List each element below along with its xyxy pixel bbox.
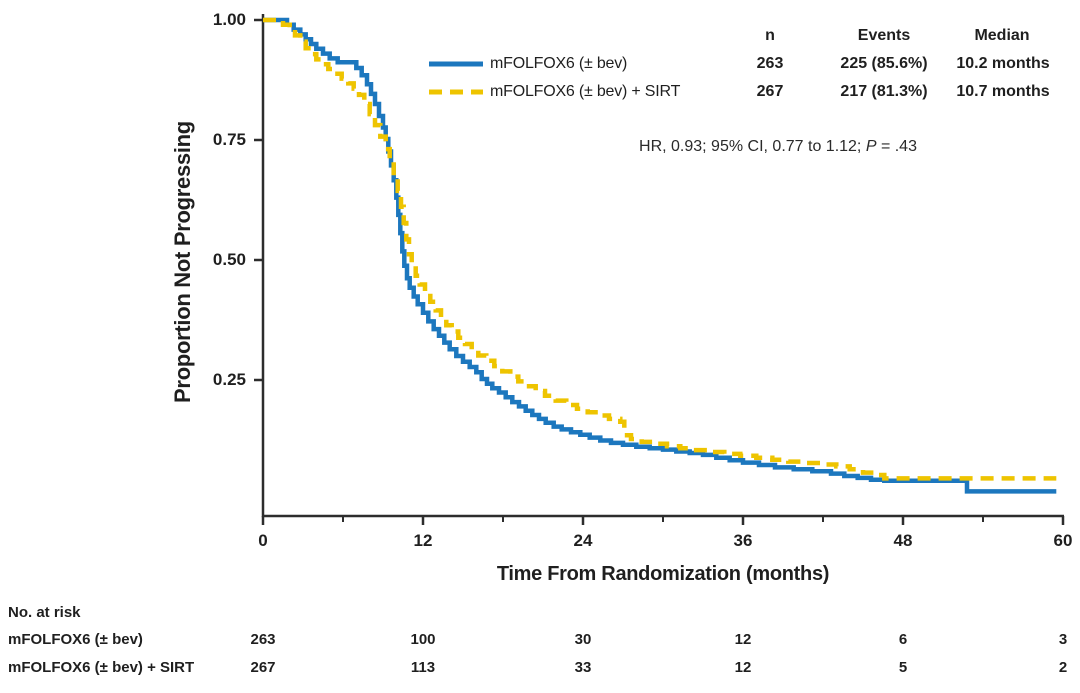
hr-text: HR, 0.93; 95% CI, 0.77 to 1.12; xyxy=(639,138,866,155)
km-curve-mfolfox6-sirt xyxy=(263,17,1057,481)
x-tick-label: 60 xyxy=(1053,531,1073,550)
x-tick-label: 0 xyxy=(258,531,268,550)
legend: n Events Median mFOLFOX6 (± bev) 263 225… xyxy=(0,0,1080,115)
legend-header-n: n xyxy=(765,27,775,44)
legend-label-mfolfox6-sirt: mFOLFOX6 (± bev) + SIRT xyxy=(490,83,681,100)
legend-n-mfolfox6: 263 xyxy=(756,55,784,72)
x-tick-label: 48 xyxy=(893,531,913,550)
p-value: = .43 xyxy=(876,138,917,155)
legend-label-mfolfox6: mFOLFOX6 (± bev) xyxy=(490,55,628,72)
legend-n-mfolfox6-sirt: 267 xyxy=(756,83,784,100)
hr-annotation: HR, 0.93; 95% CI, 0.77 to 1.12; P = .43 xyxy=(639,138,917,156)
y-tick-label: 1.00 xyxy=(212,10,246,29)
y-tick-label: 0.50 xyxy=(212,250,246,269)
legend-median-mfolfox6: 10.2 months xyxy=(956,55,1050,72)
legend-swatch-dashed-line xyxy=(429,89,483,95)
km-curve-mfolfox6 xyxy=(263,17,1057,494)
legend-events-mfolfox6-sirt: 217 (81.3%) xyxy=(840,83,928,100)
x-tick-label: 24 xyxy=(573,531,593,550)
y-tick-label: 0.25 xyxy=(212,370,246,389)
legend-median-mfolfox6-sirt: 10.7 months xyxy=(956,83,1050,100)
x-tick-label: 36 xyxy=(733,531,753,550)
legend-events-mfolfox6: 225 (85.6%) xyxy=(840,55,928,72)
legend-swatch-solid-line xyxy=(429,61,483,67)
p-symbol: P xyxy=(865,138,877,155)
y-tick-label: 0.75 xyxy=(212,130,246,149)
legend-header-median: Median xyxy=(974,27,1030,44)
legend-header-events: Events xyxy=(857,27,911,44)
x-axis-label: Time From Randomization (months) xyxy=(496,563,830,585)
x-tick-label: 12 xyxy=(413,531,433,550)
